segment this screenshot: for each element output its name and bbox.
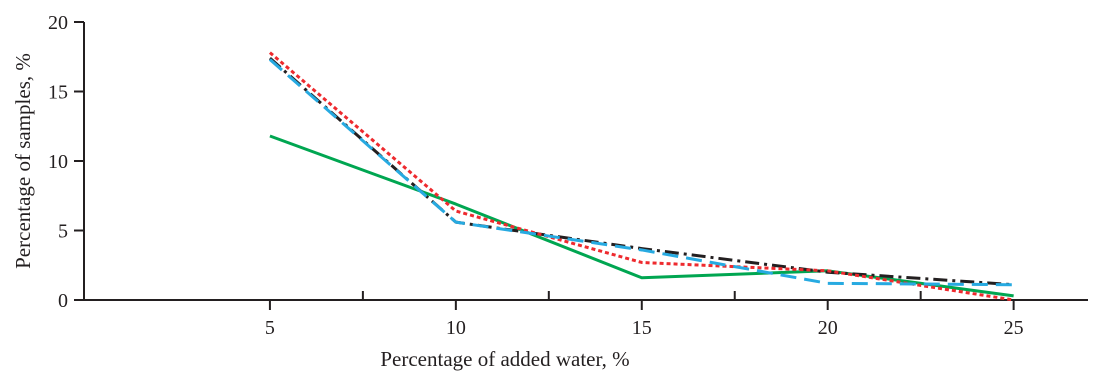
x-tick-label: 20 (818, 317, 838, 339)
y-axis-title: Percentage of samples, % (11, 53, 35, 269)
x-tick-label: 5 (265, 317, 275, 339)
y-tick-label: 10 (48, 151, 68, 173)
axes (83, 22, 1088, 301)
series-line-1 (269, 134, 1014, 298)
y-tick-label: 20 (48, 12, 68, 34)
y-tick-label: 0 (58, 290, 68, 312)
series-line-3 (268, 51, 1014, 302)
series-lines (268, 51, 1014, 302)
y-axis-ticks: 0 5 10 15 20 (48, 12, 84, 312)
y-tick-label: 5 (58, 221, 68, 243)
series-line-4 (268, 58, 1014, 287)
y-tick-label: 15 (48, 82, 68, 104)
x-tick-label: 15 (632, 317, 652, 339)
x-tick-label: 10 (446, 317, 466, 339)
x-axis-ticks: 5 10 15 20 25 (265, 291, 1024, 339)
x-axis-title: Percentage of added water, % (380, 347, 629, 371)
x-tick-label: 25 (1004, 317, 1024, 339)
